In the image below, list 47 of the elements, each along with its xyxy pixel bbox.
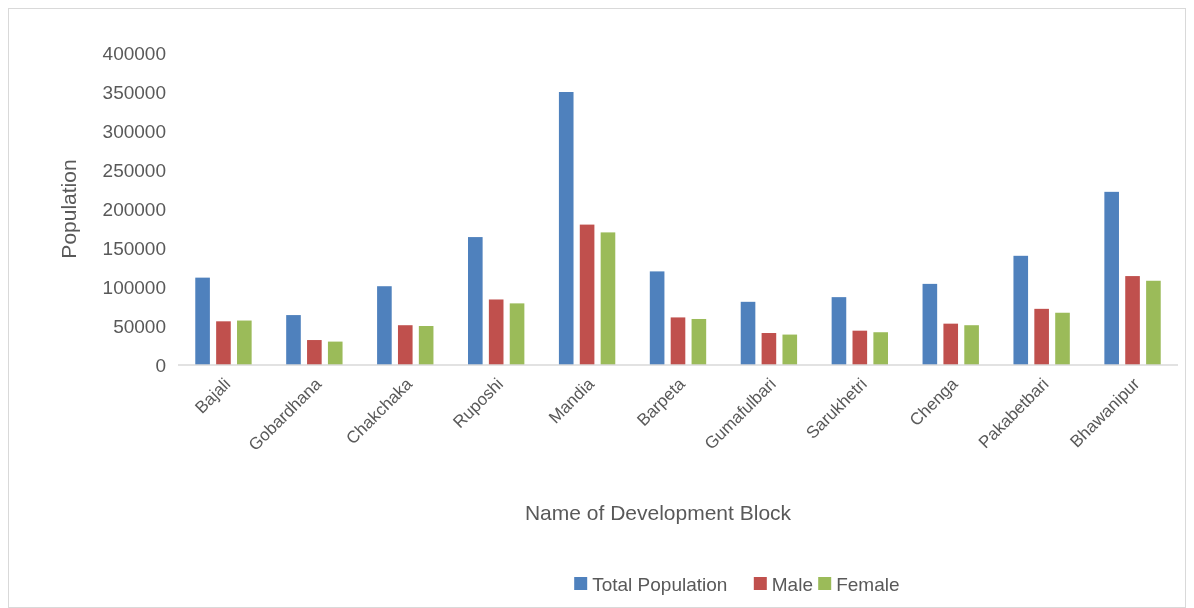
bar xyxy=(1055,312,1070,365)
bar xyxy=(488,299,504,365)
bar xyxy=(1146,280,1161,365)
bar xyxy=(761,333,777,365)
bar xyxy=(831,297,847,365)
bar xyxy=(1013,255,1029,365)
y-tick-label: 100000 xyxy=(102,276,166,298)
bar xyxy=(1125,276,1140,365)
bar xyxy=(670,317,686,365)
bar xyxy=(782,334,798,365)
y-tick-label: 350000 xyxy=(102,81,166,103)
bar xyxy=(397,325,413,365)
bar xyxy=(873,332,888,365)
bar xyxy=(1104,191,1119,365)
legend-label: Male xyxy=(771,573,813,595)
bar xyxy=(237,320,252,365)
bar xyxy=(691,318,707,365)
bar xyxy=(418,326,434,365)
bar xyxy=(579,224,595,365)
bar xyxy=(964,325,979,365)
legend-label: Total Population xyxy=(592,573,728,595)
bar xyxy=(943,323,959,365)
y-tick-label: 400000 xyxy=(102,42,166,64)
bar xyxy=(649,271,665,365)
y-tick-label: 50000 xyxy=(113,315,166,337)
y-axis-title: Population xyxy=(57,159,80,259)
bar xyxy=(558,92,574,365)
bar xyxy=(195,277,210,365)
bar xyxy=(740,301,756,365)
legend-label: Female xyxy=(836,573,900,595)
bar xyxy=(509,303,525,365)
bar xyxy=(216,321,231,365)
y-tick-label: 200000 xyxy=(102,198,166,220)
bar xyxy=(468,237,483,365)
bar xyxy=(600,232,616,365)
bar xyxy=(377,286,392,365)
y-tick-label: 300000 xyxy=(102,120,166,142)
bar xyxy=(1034,308,1049,365)
y-tick-label: 250000 xyxy=(102,159,166,181)
bar xyxy=(922,283,938,365)
bar xyxy=(327,341,343,365)
bar xyxy=(307,340,322,365)
bar xyxy=(286,315,301,365)
bar xyxy=(852,330,868,365)
x-axis-title: Name of Development Block xyxy=(524,501,792,524)
y-tick-label: 0 xyxy=(155,354,166,376)
y-tick-label: 150000 xyxy=(102,237,166,259)
